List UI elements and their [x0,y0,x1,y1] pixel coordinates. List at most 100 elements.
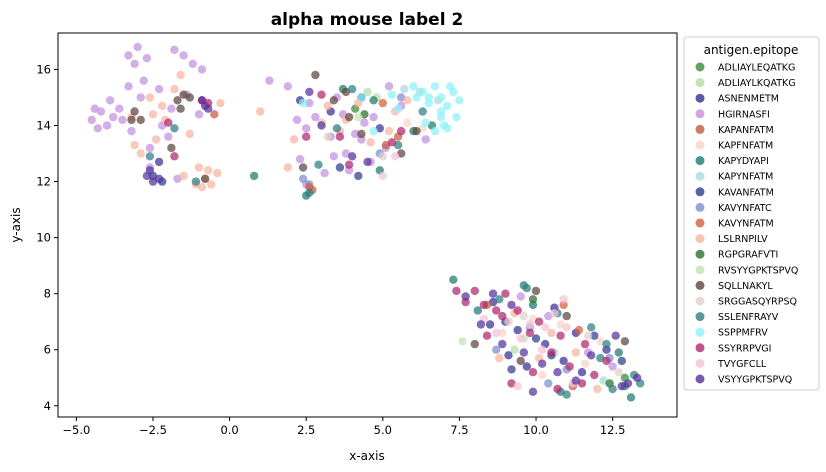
series-sqllnakyl [127,70,630,366]
legend-marker [695,296,705,306]
data-point [363,157,372,167]
data-point [384,126,394,136]
data-point [197,65,207,74]
data-point [369,126,378,136]
data-point [504,351,513,360]
data-point [213,168,222,178]
x-tick-label: 2.5 [297,423,315,437]
legend-marker [695,62,705,72]
legend-marker [695,265,705,275]
series-vsyygpktspvq [142,87,642,396]
data-point [148,110,158,119]
data-point [452,286,461,296]
data-point [541,323,550,332]
data-point [302,132,311,141]
data-point [197,183,207,192]
data-point [519,348,528,357]
legend-marker [695,202,705,212]
legend-label: SSLENFRAYV [718,312,779,323]
data-point [133,42,142,52]
data-point [145,143,155,153]
legend: antigen.epitope ADLIAYLEQATKG ADLIAYLKQAT… [683,36,820,391]
data-point [538,359,547,368]
legend-items: ADLIAYLEQATKG ADLIAYLKQATKG ASNENMETM HGIRN… [695,62,798,386]
data-point [387,90,397,99]
data-point [295,154,305,164]
data-point [173,96,182,105]
points-layer [87,42,645,402]
data-point [139,76,148,85]
legend-marker [695,187,705,197]
data-point [170,124,179,133]
data-point [571,348,581,357]
data-point [498,339,507,349]
data-point [516,334,525,343]
data-point [553,368,562,377]
data-point [317,121,326,130]
y-tick-label: 6 [44,343,51,357]
legend-item: KAPANFATM [695,124,774,136]
data-point [452,112,461,122]
legend-item: KAPYNFATM [695,171,773,183]
data-point [544,379,553,388]
data-point [562,311,571,321]
data-point [403,96,412,105]
data-point [151,135,161,144]
data-point [105,96,115,105]
data-point [90,104,100,113]
data-point [194,110,204,119]
chart-title: alpha mouse label 2 [271,10,464,30]
data-point [534,317,544,326]
data-point [476,320,486,329]
legend-marker [695,78,705,88]
legend-item: KAPYDYAPI [695,156,769,167]
legend-item: SQLLNAKYL [695,280,773,292]
data-point [145,152,155,161]
data-point [124,82,133,91]
legend-item: HGIRNASFI [695,109,770,120]
data-point [130,59,139,68]
data-point [344,160,354,169]
data-point [292,115,302,125]
data-point [142,54,152,63]
data-point [378,98,387,108]
series-srggasqyrpsq [323,132,623,377]
data-point [538,370,547,380]
x-axis-label: x-axis [349,449,384,463]
data-point [130,107,139,116]
data-point [403,118,412,127]
data-point [357,129,366,139]
data-point [461,292,470,301]
legend-marker [695,312,705,322]
data-point [614,368,623,377]
data-point [302,124,311,133]
legend-item: SSYRRPVGI [695,343,771,354]
data-point [369,96,378,105]
data-point [412,93,421,102]
plot-area: −5.0 −2.5 0.0 2.5 5.0 7.5 10.0 12.5 4 6 8 10 12 14 16 [36,32,678,437]
data-point [614,348,623,357]
data-point [127,115,136,125]
data-point [387,138,397,147]
data-point [320,168,329,178]
data-point [351,129,360,139]
data-point [531,286,541,296]
x-tick-label: 5.0 [374,423,392,437]
data-point [538,345,547,354]
data-point [547,348,556,357]
data-point [492,306,501,315]
data-point [516,356,525,366]
data-point [393,104,403,113]
data-point [492,345,501,354]
data-point [559,295,568,304]
legend-item: VSYYGPKTSPVQ [695,374,792,386]
legend-item: KAVYNFATM [695,218,774,230]
y-tick-label: 10 [36,231,51,245]
data-point [311,112,320,122]
data-point [421,135,430,144]
data-point [436,93,446,102]
y-axis-ticks: 4 6 8 10 12 14 16 [36,62,58,413]
data-point [136,149,145,158]
data-point [210,110,219,119]
